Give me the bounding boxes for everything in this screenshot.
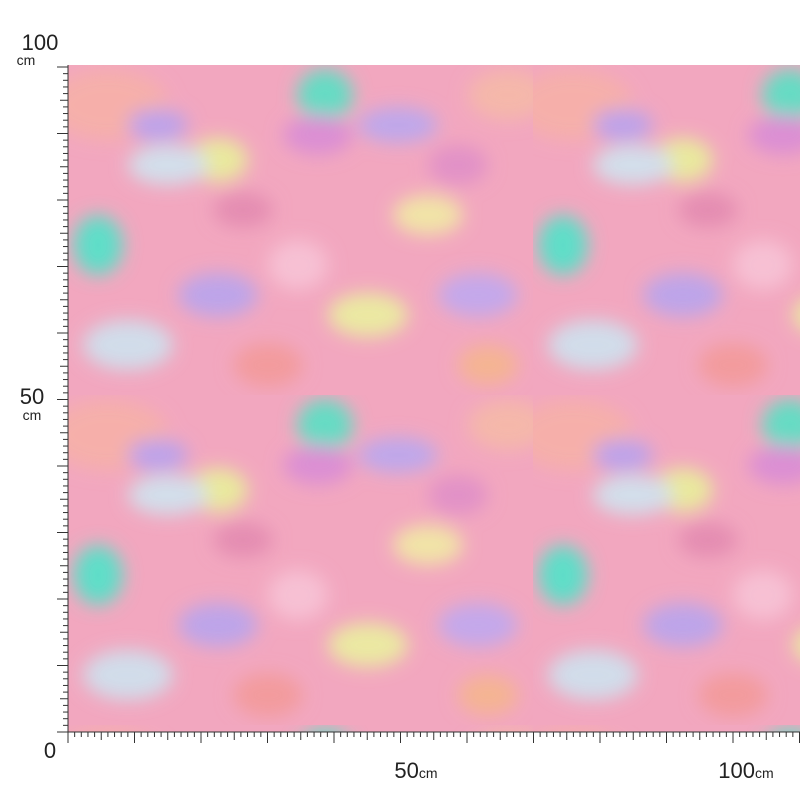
ruler-label: 50cm	[394, 758, 437, 783]
ruler-label: 50	[20, 384, 44, 409]
ruler-label: 100	[22, 30, 59, 55]
ruler-label: 0	[44, 738, 56, 763]
ruler-ticks	[57, 66, 800, 743]
ruler-label: 100cm	[718, 758, 773, 783]
ruler-unit: cm	[419, 765, 438, 781]
ruler-unit: cm	[17, 52, 36, 68]
ruler-number: 100	[718, 758, 755, 783]
ruler-unit: cm	[23, 407, 42, 423]
ruler-number: 50	[394, 758, 418, 783]
fabric-print	[68, 65, 800, 732]
ruler-unit: cm	[755, 765, 774, 781]
